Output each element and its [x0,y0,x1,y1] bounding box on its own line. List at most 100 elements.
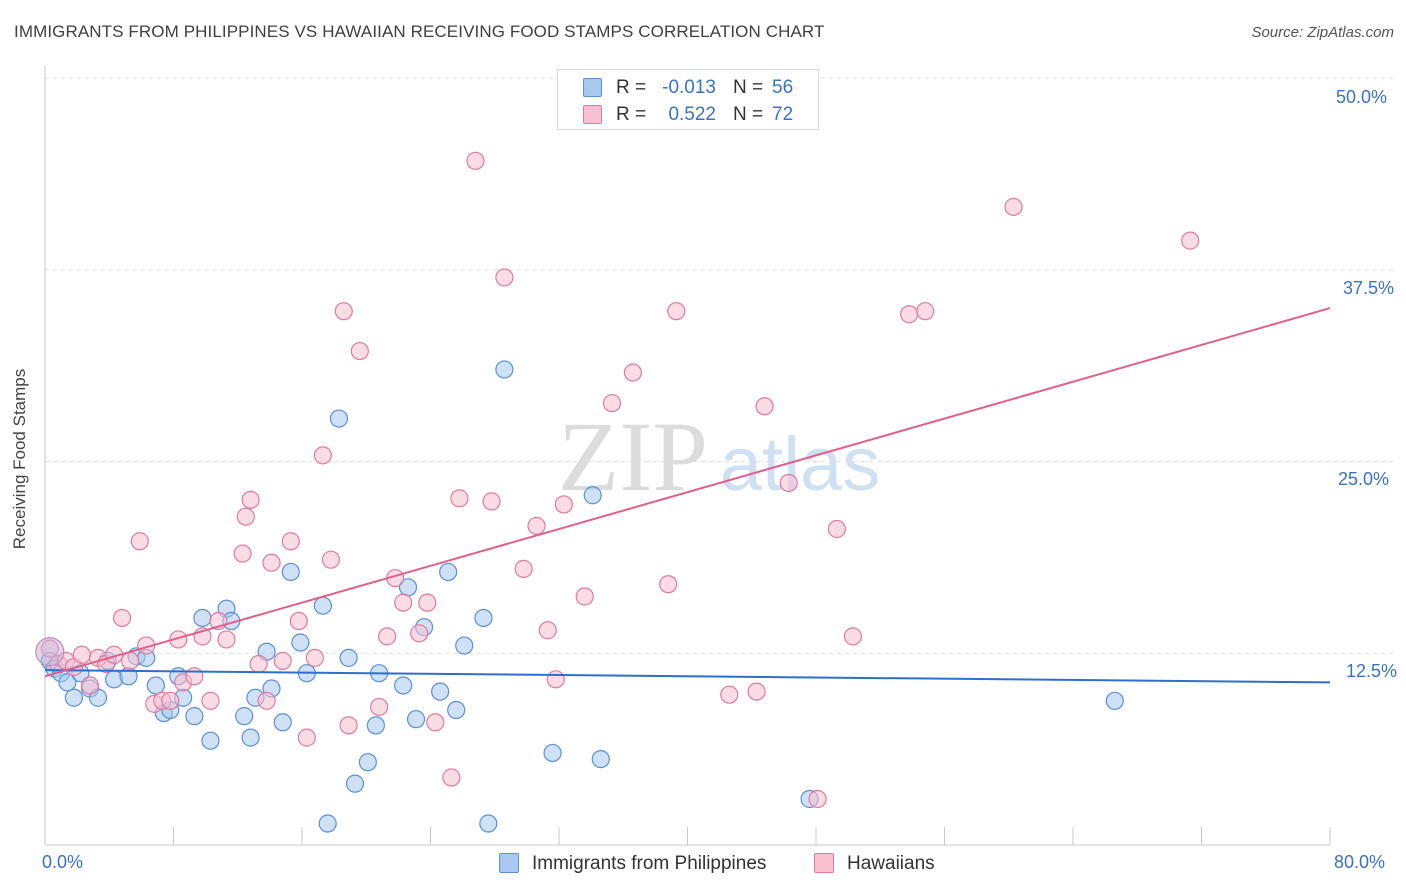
bottom-legend-label-hawaiians: Hawaiians [847,853,935,874]
hawaiians-point [900,305,919,324]
hawaiians-point [1004,197,1023,216]
hawaiians-point [313,446,332,465]
hawaiians-point [257,691,276,710]
hawaiians-point [121,651,140,671]
hawaiians-point [466,151,485,170]
philippines-point [1105,691,1124,710]
hawaiians-point [281,532,300,551]
philippines-point [273,713,292,732]
legend-r-label: R = [616,104,647,125]
hawaiians-point [130,532,149,551]
hawaiians-point [667,302,686,321]
philippines-point [474,608,493,628]
hawaiians-point [297,728,316,747]
philippines-point [291,633,310,652]
x-tick-label-min: 0.0% [42,852,84,872]
legend-swatch-philippines [583,78,602,97]
axes [44,66,1331,846]
legend-r-label: R = [616,77,647,98]
trend-lines [44,307,1331,684]
correlation-legend: R = -0.013 N = 56 R = 0.522 N = 72 [557,69,819,130]
philippines-point [235,707,254,726]
bottom-legend-swatch-philippines [499,853,519,873]
philippines-point [366,716,385,735]
legend-n-value: 56 [772,77,794,98]
trend-line-philippines [44,669,1331,684]
philippines-point [495,360,514,379]
philippines-point [313,596,332,615]
philippines-point [339,648,358,667]
hawaiians-point [482,492,501,511]
bottom-legend-swatch-hawaiians [814,853,834,873]
y-tick-label-12-5: 12.5% [1346,661,1398,681]
hawaiians-point [161,691,180,710]
philippines-point [58,673,77,692]
hawaiians-point [442,768,461,787]
hawaiians-point [916,302,935,321]
x-tick-label-max: 80.0% [1334,852,1386,872]
philippines-point [358,753,377,772]
hawaiians-point [410,624,429,643]
hawaiians-point [305,648,324,667]
hawaiians-point [233,544,252,563]
philippines-point [201,731,220,750]
hawaiians-point [755,397,774,416]
philippines-point [241,728,260,747]
philippines-point [455,636,474,655]
philippines-point [281,562,300,582]
hawaiians-point [495,268,514,287]
hawaiians-point [808,789,827,809]
grid-lines [45,77,1395,654]
y-tick-label-25: 25.0% [1338,469,1390,489]
hawaiians-point [289,611,308,631]
source-label: Source: ZipAtlas.com [1251,24,1394,41]
philippines-point [193,608,212,628]
philippines-point [479,814,498,833]
philippines-point [318,814,337,833]
hawaiians-point [426,713,445,732]
watermark-atlas: atlas [720,422,881,507]
philippines-point [345,774,365,793]
hawaiians-point [236,507,255,526]
hawaiians-point-large [35,637,65,667]
legend-n-value: 72 [772,104,794,125]
hawaiians-point [334,302,353,321]
philippines-point [583,486,602,505]
philippines-point [394,676,413,695]
y-tick-label-37-5: 37.5% [1343,278,1395,298]
hawaiians-point [514,559,533,578]
hawaiians-point [394,593,413,612]
hawaiians-point [527,516,546,536]
hawaiians-point [249,654,268,674]
legend-swatch-hawaiians [583,105,602,124]
legend-row-philippines: R = -0.013 N = 56 [558,75,818,101]
hawaiians-point [321,550,341,569]
hawaiians-point [201,691,220,710]
trend-line-hawaiians [44,307,1331,678]
philippines-point [64,688,84,707]
philippines-point [591,749,610,769]
hawaiians-point [418,593,437,612]
hawaiians-point [659,575,678,594]
hawaiians-point [827,519,846,539]
hawaiians-point [378,627,397,646]
legend-r-value: 0.522 [668,104,716,125]
hawaiians-point [843,627,863,646]
hawaiians-point [350,341,369,361]
hawaiians-point [217,630,236,649]
hawaiians-point [80,676,100,695]
philippines-point [431,682,450,701]
hawaiians-point [185,667,204,686]
hawaiians-point [554,495,573,514]
hawaiians-point [575,587,594,606]
hawaiians-point [450,489,469,508]
philippines-point [447,700,466,720]
hawaiians-point [602,394,622,413]
philippines-point [406,710,426,729]
hawaiians-point [538,621,557,640]
philippines-point [543,743,562,763]
chart-title: IMMIGRANTS FROM PHILIPPINES VS HAWAIIAN … [14,22,825,41]
hawaiians-point [262,553,281,572]
philippines-point [329,409,349,428]
